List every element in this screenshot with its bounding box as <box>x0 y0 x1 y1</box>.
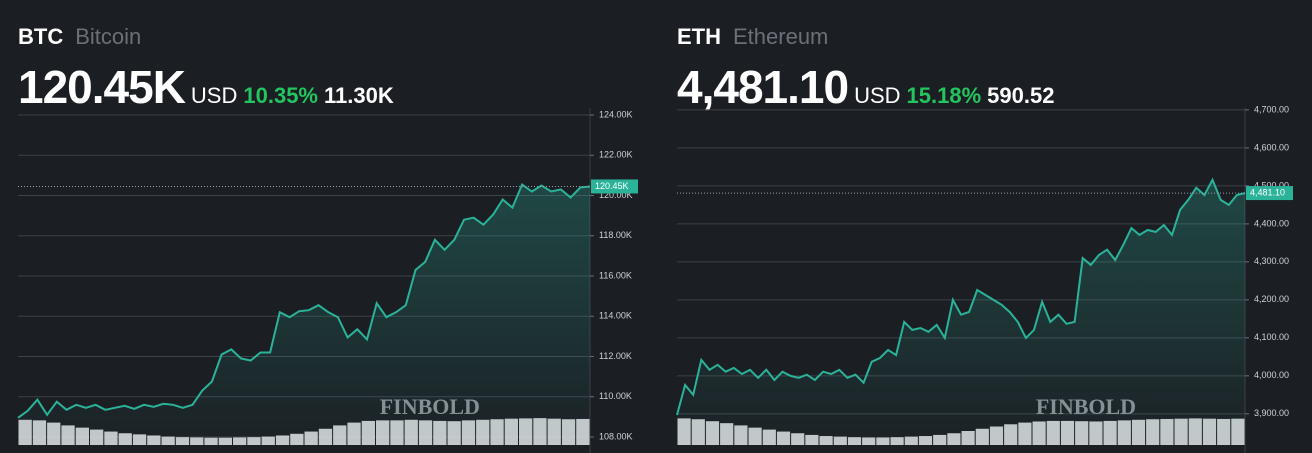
y-tick-label: 4,600.00 <box>1254 142 1289 152</box>
price-line <box>676 177 1246 416</box>
price-tag <box>1246 186 1293 201</box>
y-tick-label: 116.00K <box>599 270 632 280</box>
y-tick-label: 4,400.00 <box>1254 218 1289 228</box>
y-tick-label: 4,700.00 <box>1254 104 1289 114</box>
y-tick-label: 118.00K <box>599 230 632 240</box>
change-pct: 15.18% <box>907 83 982 108</box>
price: 120.45K <box>18 61 186 113</box>
area <box>677 179 1245 446</box>
y-tick-label: 114.00K <box>599 311 632 321</box>
change: 11.30K <box>324 83 394 108</box>
y-tick-label: 4,300.00 <box>1254 256 1289 266</box>
y-tick-label: 108.00K <box>599 431 633 441</box>
currency: USD <box>191 83 237 108</box>
symbol: BTC <box>18 24 63 49</box>
area <box>18 184 590 445</box>
change: 590.52 <box>987 83 1054 108</box>
y-tick-label: 124.00K <box>599 109 633 119</box>
symbol: ETH <box>677 24 721 49</box>
price: 4,481.10 <box>677 61 848 113</box>
price-tag <box>591 179 638 194</box>
y-tick-label: 122.00K <box>599 150 633 160</box>
y-tick-label: 112.00K <box>599 351 632 361</box>
y-tick-label: 3,900.00 <box>1254 408 1289 418</box>
change-pct: 10.35% <box>243 83 318 108</box>
y-tick-label: 120.00K <box>599 190 633 200</box>
currency: USD <box>854 83 900 108</box>
name: Ethereum <box>733 24 828 49</box>
price-line <box>17 182 591 419</box>
y-tick-label: 110.00K <box>599 391 632 401</box>
price-tag-label: 120.45K <box>595 181 629 191</box>
name: Bitcoin <box>75 24 141 49</box>
y-tick-label: 4,000.00 <box>1254 370 1289 380</box>
y-tick-label: 4,500.00 <box>1254 180 1289 190</box>
price-tag-label: 4,481.10 <box>1250 187 1285 197</box>
y-tick-label: 4,100.00 <box>1254 332 1289 342</box>
y-tick-label: 4,200.00 <box>1254 294 1289 304</box>
